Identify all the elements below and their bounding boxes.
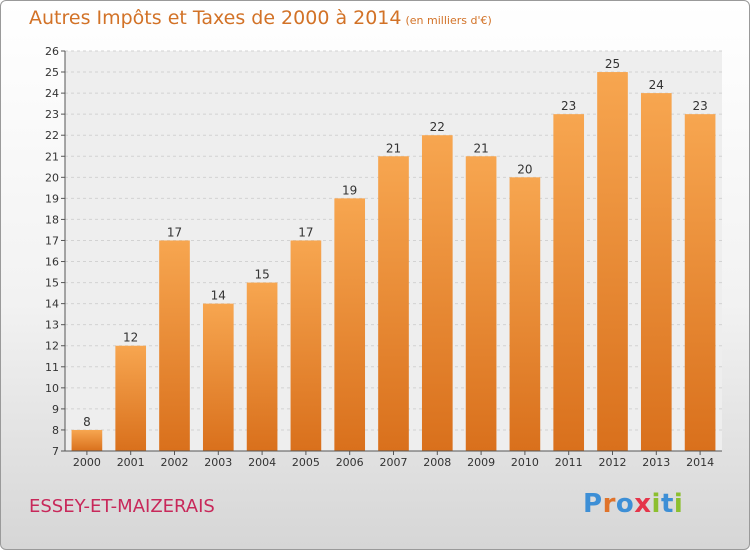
commune-name: ESSEY-ET-MAIZERAIS [29,496,215,517]
bar-value-label: 17 [167,225,182,239]
bar-value-label: 23 [692,99,707,113]
x-tick-label: 2000 [73,456,101,469]
x-tick-label: 2004 [248,456,276,469]
bar [246,282,278,451]
y-tick-label: 25 [45,66,59,79]
y-tick-label: 20 [45,171,59,184]
bar-value-label: 20 [517,162,532,176]
y-tick-label: 22 [45,129,59,142]
bar-value-label: 25 [605,57,620,71]
y-tick-label: 17 [45,234,59,247]
x-tick-label: 2007 [380,456,408,469]
logo-letter: t [660,489,674,519]
y-tick-label: 23 [45,108,59,121]
y-tick-label: 26 [45,45,59,58]
x-tick-label: 2005 [292,456,320,469]
bar [553,114,585,451]
bar [684,114,716,451]
bar [159,240,190,451]
logo-letter: i [651,489,661,519]
bar-value-label: 14 [211,289,226,303]
x-tick-label: 2014 [686,456,714,469]
y-tick-label: 13 [45,319,59,332]
x-tick-label: 2002 [161,456,189,469]
bar-value-label: 23 [561,99,576,113]
bar-value-label: 19 [342,183,357,197]
bar [334,198,366,451]
bar [378,156,409,451]
y-axis: 7 8 9 10 11 12 13 14 15 16 17 18 19 20 21 22 23 24 25 26 [45,45,66,458]
bar-value-label: 15 [254,268,269,282]
y-tick-label: 11 [45,361,59,374]
y-tick-label: 8 [52,424,59,437]
y-tick-label: 15 [45,277,59,290]
title-unit: (en milliers d'€) [405,14,492,27]
bar-value-label: 8 [83,415,91,429]
bar-value-label: 22 [430,120,445,134]
logo-letter: i [673,489,684,519]
y-tick-label: 14 [45,298,59,311]
bar [421,135,453,452]
bar [202,303,234,451]
y-tick-label: 21 [45,150,59,163]
y-tick-label: 7 [52,445,59,458]
bar-value-label: 24 [649,78,664,92]
bars: 8 12 17 14 15 17 19 21 22 21 20 23 25 24 23 [71,57,716,452]
logo-letter: r [602,489,616,519]
y-tick-label: 16 [45,256,59,269]
bar [640,93,672,452]
x-tick-label: 2010 [511,456,539,469]
x-tick-label: 2001 [117,456,145,469]
bar [509,177,541,451]
logo-letter: o [615,489,635,519]
x-tick-label: 2011 [555,456,583,469]
bar [71,429,103,451]
x-tick-label: 2003 [204,456,232,469]
y-tick-label: 12 [45,340,59,353]
logo-letter: x [634,489,652,519]
proxiti-logo[interactable]: Proxiti [583,489,683,519]
bar-value-label: 21 [473,141,488,155]
bar [290,240,322,451]
bar [465,156,497,451]
y-tick-label: 24 [45,87,59,100]
x-tick-label: 2012 [599,456,627,469]
chart-title: Autres Impôts et Taxes de 2000 à 2014 (en… [29,7,492,29]
bar-value-label: 12 [123,331,138,345]
x-tick-label: 2013 [642,456,670,469]
bar-value-label: 17 [298,225,313,239]
y-tick-label: 18 [45,213,59,226]
bar-value-label: 21 [386,141,401,155]
logo-letter: P [583,489,603,519]
x-axis: 2000 2001 2002 2003 2004 2005 2006 2007 2008 2009… [65,450,722,469]
bar [597,72,628,451]
y-tick-label: 19 [45,192,59,205]
y-tick-label: 9 [52,403,59,416]
title-text: Autres Impôts et Taxes de 2000 à 2014 [29,7,402,29]
x-tick-label: 2006 [336,456,364,469]
y-tick-label: 10 [45,382,59,395]
x-tick-label: 2008 [423,456,451,469]
x-tick-label: 2009 [467,456,495,469]
bar [115,345,147,451]
